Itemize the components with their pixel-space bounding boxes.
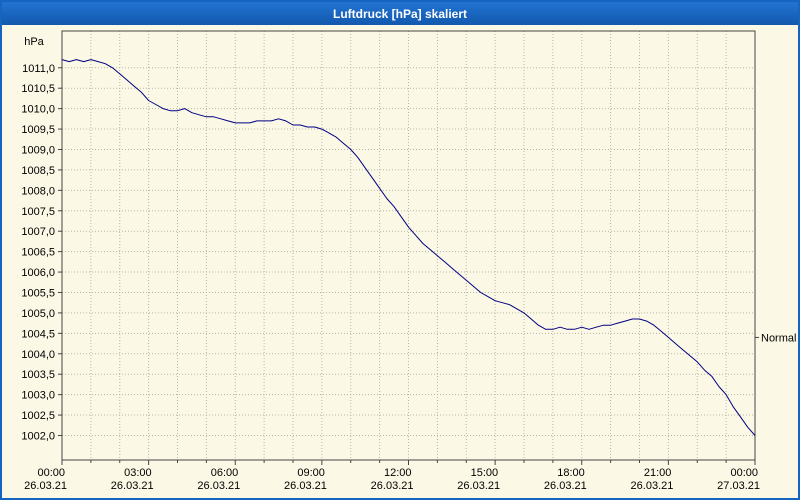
y-tick-label: 1006,5 xyxy=(21,247,55,259)
y-tick-label: 1003,0 xyxy=(21,390,55,402)
y-tick-label: 1005,0 xyxy=(21,308,55,320)
x-tick-date-label: 27.03.21 xyxy=(717,480,760,492)
x-tick-time-label: 12:00 xyxy=(384,467,412,479)
pressure-chart: 1011,0 1010,5 1010,0 1009,5 1009,0 1008,5 1008… xyxy=(21,30,796,492)
y-tick-label: 1010,0 xyxy=(21,104,55,116)
x-tick-date-label: 26.03.21 xyxy=(284,480,327,492)
x-tick-time-label: 00:00 xyxy=(37,467,65,479)
x-tick-date-label: 26.03.21 xyxy=(544,480,587,492)
y-tick-label: 1008,0 xyxy=(21,185,55,197)
x-tick-date-label: 26.03.21 xyxy=(371,480,414,492)
y-axis-unit-label: hPa xyxy=(24,36,44,48)
x-tick-date-label: 26.03.21 xyxy=(111,480,154,492)
window-title: Luftdruck [hPa] skaliert xyxy=(332,6,468,21)
y-tick-label: 1007,0 xyxy=(21,226,55,238)
x-tick-time-label: 06:00 xyxy=(211,467,239,479)
y-tick-label: 1006,0 xyxy=(21,267,55,279)
x-tick-date-label: 26.03.21 xyxy=(457,480,500,492)
x-tick-time-label: 03:00 xyxy=(124,467,152,479)
annotation-label: Normal xyxy=(761,332,796,344)
y-tick-label: 1005,5 xyxy=(21,287,55,299)
x-tick-date-label: 26.03.21 xyxy=(631,480,674,492)
y-tick-label: 1009,0 xyxy=(21,144,55,156)
x-tick-time-label: 09:00 xyxy=(297,467,325,479)
x-tick-time-label: 21:00 xyxy=(644,467,672,479)
x-tick-time-label: 18:00 xyxy=(557,467,585,479)
y-tick-label: 1004,0 xyxy=(21,349,55,361)
y-tick-label: 1004,5 xyxy=(21,328,55,340)
x-tick-time-label: 15:00 xyxy=(471,467,499,479)
plot-frame xyxy=(61,30,756,461)
y-tick-label: 1009,5 xyxy=(21,124,55,136)
y-tick-label: 1010,5 xyxy=(21,83,55,95)
plot-background xyxy=(62,31,755,460)
pressure-line xyxy=(61,59,756,436)
y-tick-label: 1002,5 xyxy=(21,410,55,422)
x-tick-date-label: 26.03.21 xyxy=(24,480,67,492)
title-bar: Luftdruck [hPa] skaliert xyxy=(2,2,798,25)
x-tick-time-label: 00:00 xyxy=(730,467,758,479)
x-tick-date-label: 26.03.21 xyxy=(197,480,240,492)
y-tick-label: 1002,0 xyxy=(21,430,55,442)
chart-area: 1011,0 1010,5 1010,0 1009,5 1009,0 1008,5 1008… xyxy=(2,25,798,498)
y-tick-label: 1011,0 xyxy=(22,63,55,75)
y-tick-label: 1007,5 xyxy=(21,206,55,218)
y-tick-label: 1008,5 xyxy=(21,165,55,177)
y-tick-label: 1003,5 xyxy=(21,369,55,381)
